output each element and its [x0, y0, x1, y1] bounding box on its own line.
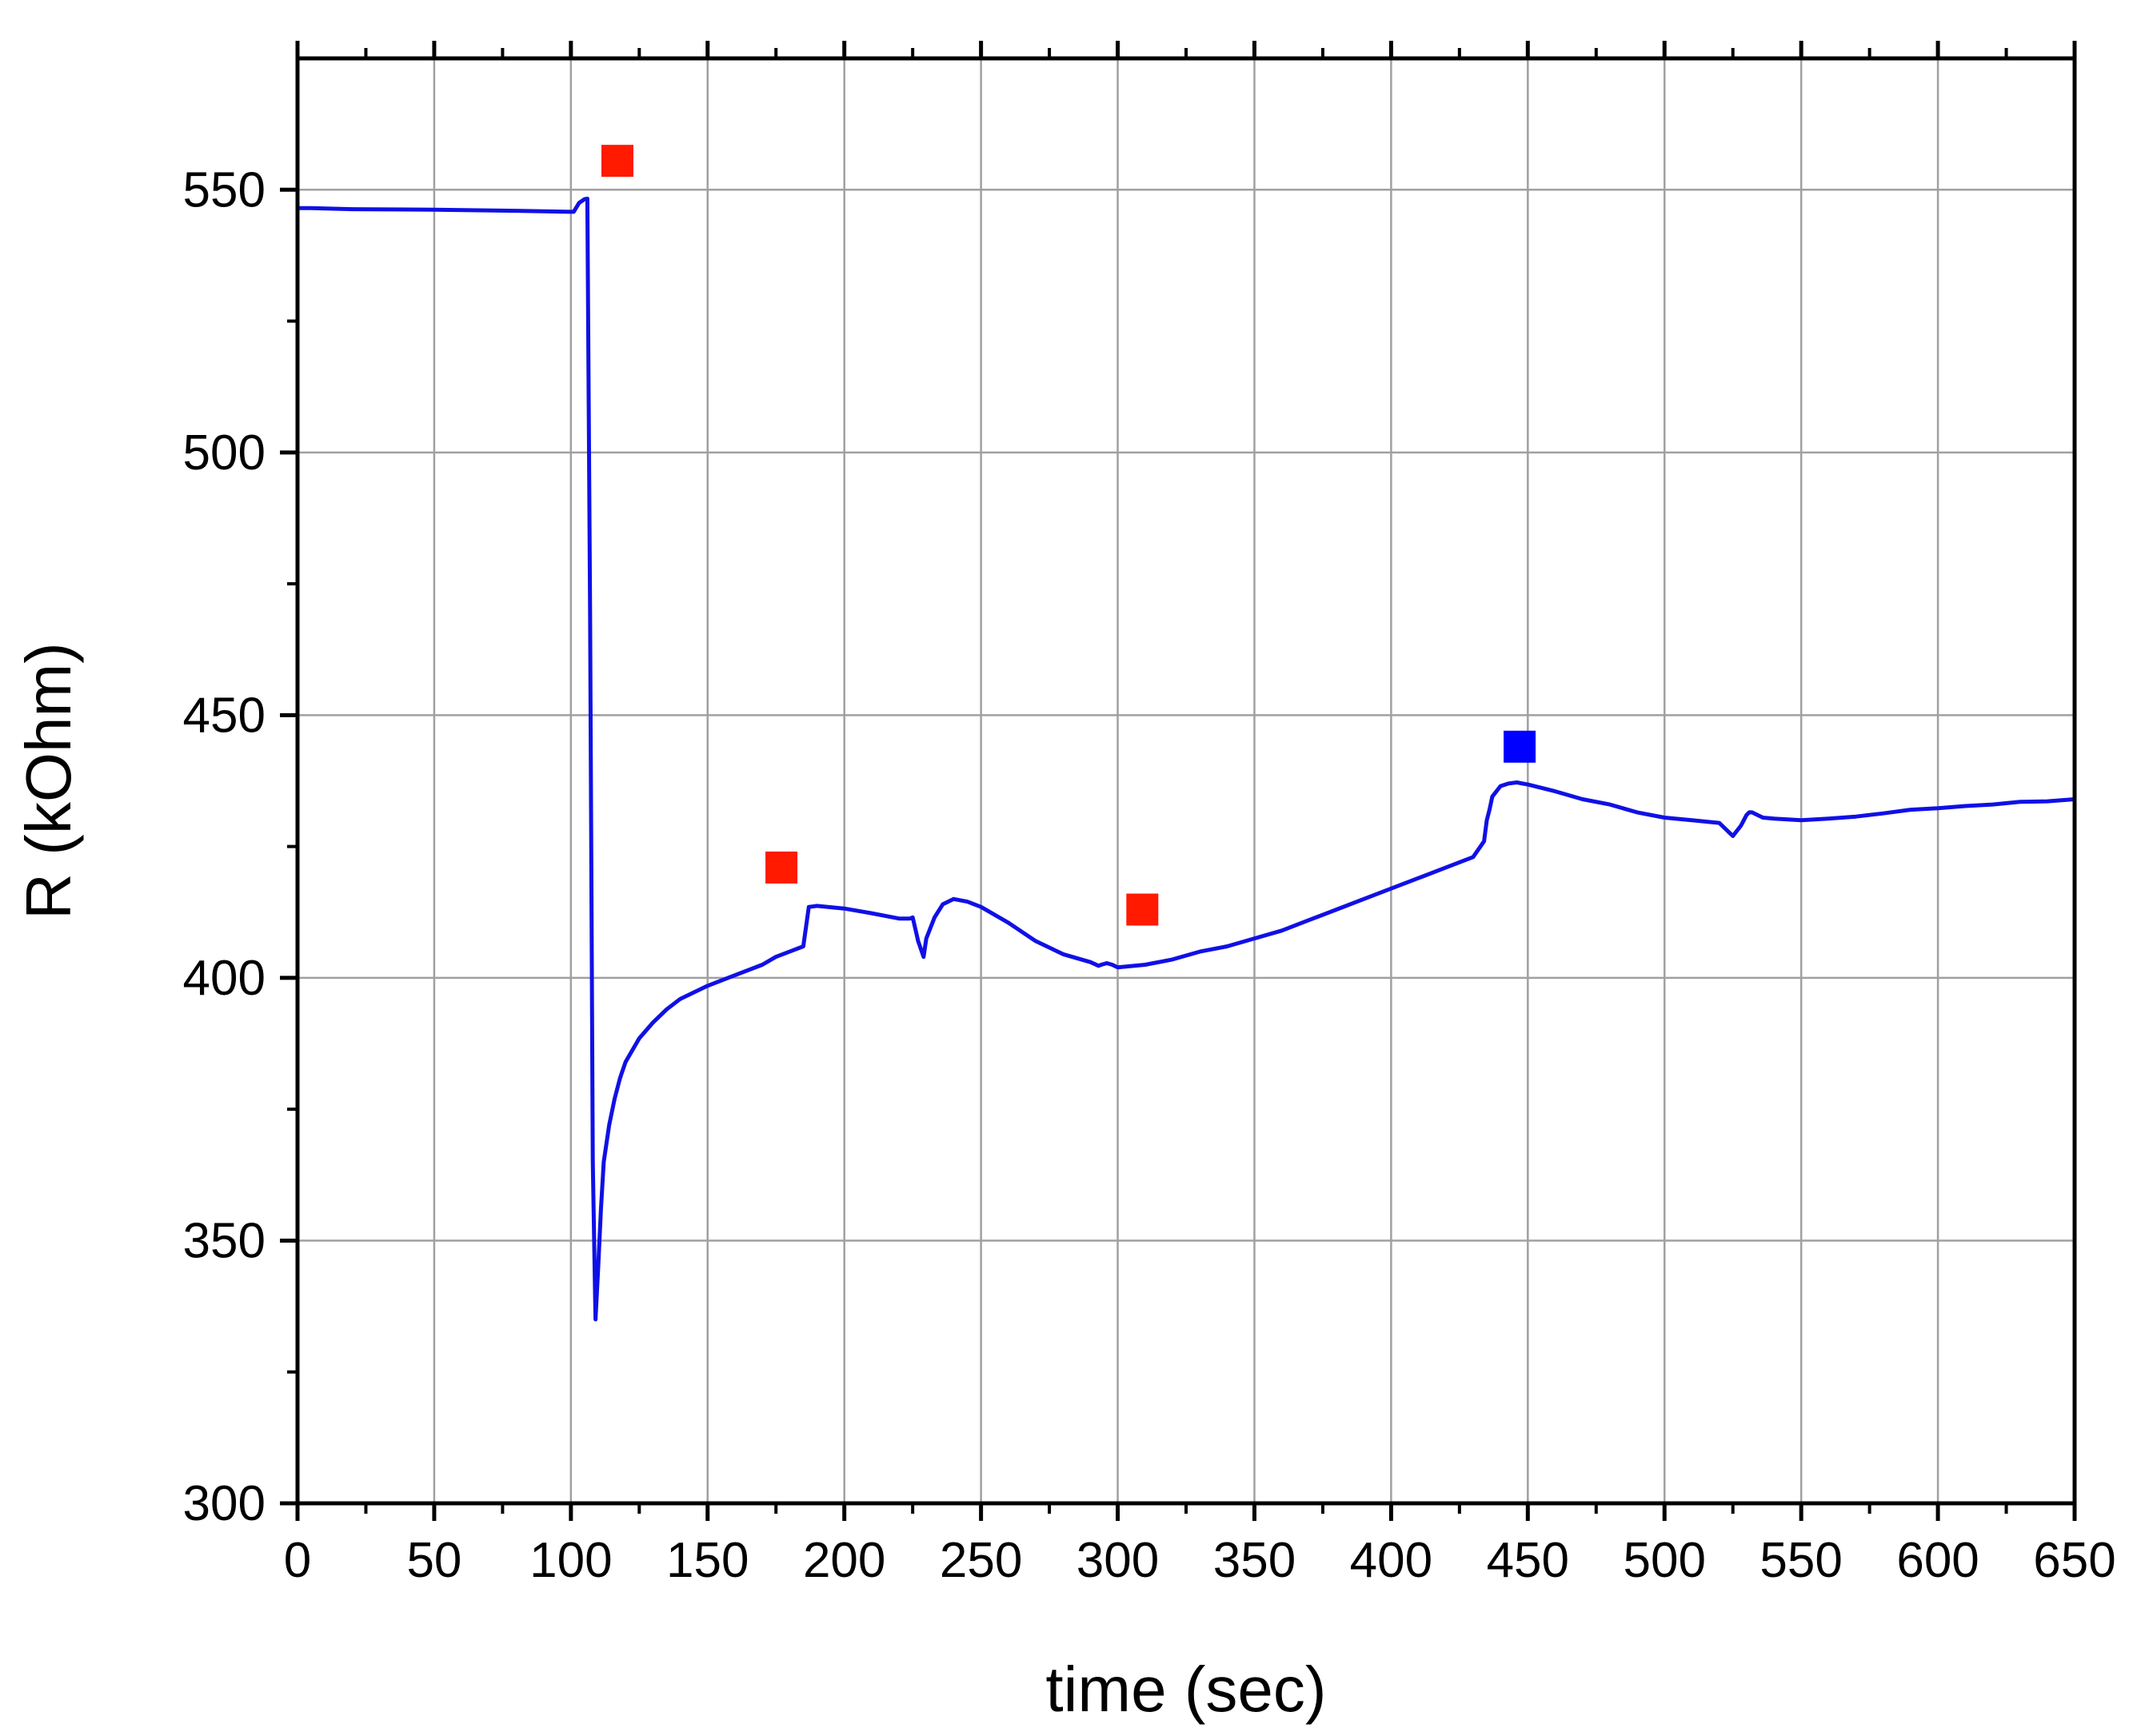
- x-tick-labels: 0 50 100 150 200 250 300 350 400 450 500 550 600 650: [284, 1533, 2116, 1588]
- y-tick-label: 550: [183, 162, 266, 217]
- y-tick-label: 300: [183, 1476, 266, 1531]
- x-tick-label: 550: [1760, 1533, 1842, 1588]
- series-line: [295, 196, 2077, 1322]
- x-tick-label: 300: [1076, 1533, 1159, 1588]
- markers: [601, 145, 1536, 926]
- x-axis-title: time (sec): [1045, 1654, 1326, 1725]
- grid-lines: [296, 58, 2076, 1505]
- square-marker: [1504, 730, 1536, 763]
- x-tick-label: 100: [529, 1533, 612, 1588]
- y-tick-label: 500: [183, 425, 266, 481]
- plot-frame: [295, 56, 2077, 1506]
- x-tick-label: 50: [406, 1533, 461, 1588]
- x-tick-label: 400: [1350, 1533, 1432, 1588]
- square-marker: [765, 851, 798, 884]
- x-tick-label: 200: [803, 1533, 885, 1588]
- axis-ticks: [280, 41, 2077, 1521]
- x-tick-label: 600: [1896, 1533, 1979, 1588]
- square-marker: [1126, 893, 1159, 926]
- y-tick-label: 450: [183, 688, 266, 743]
- y-tick-labels: 300 350 400 450 500 550: [183, 162, 266, 1531]
- x-tick-label: 150: [666, 1533, 749, 1588]
- x-tick-label: 650: [2033, 1533, 2115, 1588]
- y-tick-label: 350: [183, 1213, 266, 1268]
- square-marker: [601, 145, 633, 178]
- x-tick-label: 0: [284, 1533, 311, 1588]
- x-tick-label: 500: [1624, 1533, 1706, 1588]
- x-tick-label: 350: [1213, 1533, 1296, 1588]
- y-axis-title: R (kOhm): [13, 642, 84, 920]
- x-tick-label: 450: [1487, 1533, 1569, 1588]
- x-tick-label: 250: [940, 1533, 1022, 1588]
- y-tick-label: 400: [183, 951, 266, 1006]
